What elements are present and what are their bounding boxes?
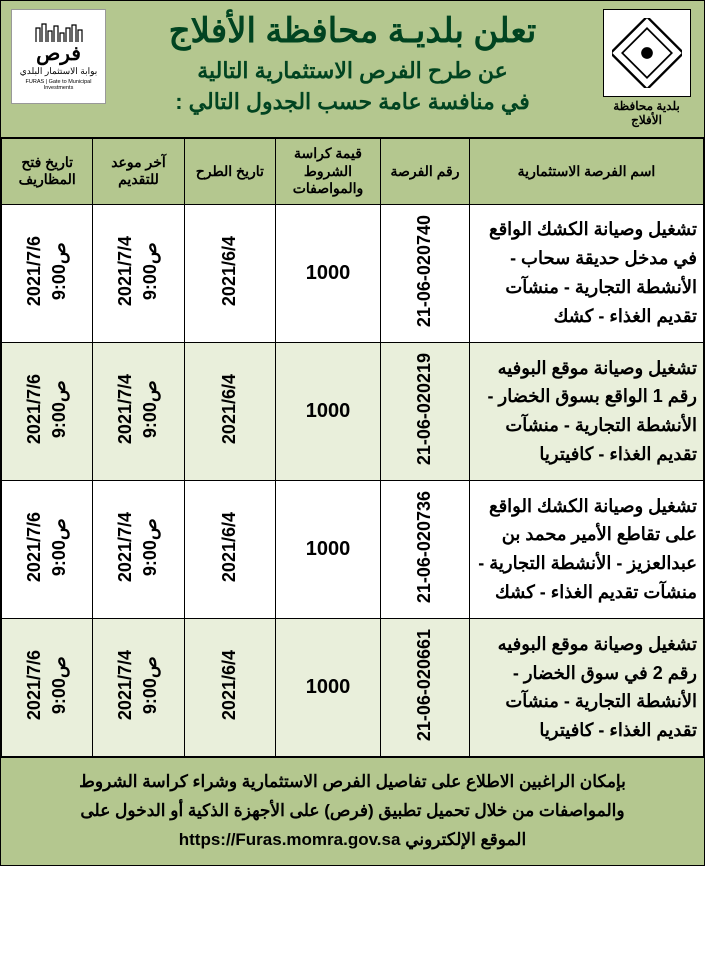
cell-opening: 2021/7/6ص9:00 xyxy=(2,618,93,756)
cell-opening: 2021/7/6ص9:00 xyxy=(2,342,93,480)
table-row: تشغيل وصيانة الكشك الواقع في مدخل حديقة … xyxy=(2,204,704,342)
cell-opportunity-name: تشغيل وصيانة الكشك الواقع في مدخل حديقة … xyxy=(470,204,704,342)
cell-issue-date: 2021/6/4 xyxy=(184,342,275,480)
header-text: تعلن بلديـة محافظة الأفلاج عن طرح الفرص … xyxy=(114,9,591,117)
cell-deadline: 2021/7/4ص9:00 xyxy=(93,204,184,342)
col-header-issue-date: تاريخ الطرح xyxy=(184,139,275,205)
col-header-number: رقم الفرصة xyxy=(380,139,469,205)
footer-line-1: بإمكان الراغبين الاطلاع على تفاصيل الفرص… xyxy=(13,768,692,797)
cell-opportunity-number: 21-06-020661 xyxy=(380,618,469,756)
table-header-row: اسم الفرصة الاستثمارية رقم الفرصة قيمة ك… xyxy=(2,139,704,205)
furas-brand-en: FURAS | Gate to Municipal Investments xyxy=(16,79,101,91)
table-row: تشغيل وصيانة موقع البوفيه رقم 1 الواقع ب… xyxy=(2,342,704,480)
table-row: تشغيل وصيانة الكشك الواقع على تقاطع الأم… xyxy=(2,480,704,618)
table-row: تشغيل وصيانة موقع البوفيه رقم 2 في سوق ا… xyxy=(2,618,704,756)
page-footer: بإمكان الراغبين الاطلاع على تفاصيل الفرص… xyxy=(1,757,704,865)
skyline-icon xyxy=(34,22,84,44)
municipality-caption: بلدية محافظة الأفلاج xyxy=(599,99,694,127)
cell-issue-date: 2021/6/4 xyxy=(184,480,275,618)
cell-deadline: 2021/7/4ص9:00 xyxy=(93,480,184,618)
cell-opportunity-number: 21-06-020736 xyxy=(380,480,469,618)
col-header-deadline: آخر موعد للتقديم xyxy=(93,139,184,205)
announcement-page: بلدية محافظة الأفلاج تعلن بلديـة محافظة … xyxy=(0,0,705,866)
furas-brand-ar: فرص xyxy=(36,44,81,64)
cell-deadline: 2021/7/4ص9:00 xyxy=(93,618,184,756)
col-header-price: قيمة كراسة الشروط والمواصفات xyxy=(275,139,380,205)
cell-price: 1000 xyxy=(275,480,380,618)
cell-deadline: 2021/7/4ص9:00 xyxy=(93,342,184,480)
cell-opening: 2021/7/6ص9:00 xyxy=(2,204,93,342)
page-title: تعلن بلديـة محافظة الأفلاج xyxy=(114,11,591,52)
cell-issue-date: 2021/6/4 xyxy=(184,204,275,342)
furas-logo: فرص بوابة الاستثمار البلدي FURAS | Gate … xyxy=(11,9,106,104)
footer-line-3-prefix: الموقع الإلكتروني xyxy=(405,830,526,849)
cell-price: 1000 xyxy=(275,204,380,342)
furas-brand-sub-ar: بوابة الاستثمار البلدي xyxy=(20,66,98,77)
footer-line-3: الموقع الإلكتروني https://Furas.momra.go… xyxy=(13,826,692,855)
col-header-name: اسم الفرصة الاستثمارية xyxy=(470,139,704,205)
cell-price: 1000 xyxy=(275,342,380,480)
footer-url: https://Furas.momra.gov.sa xyxy=(179,826,401,855)
cell-opportunity-number: 21-06-020219 xyxy=(380,342,469,480)
municipality-logo: بلدية محافظة الأفلاج xyxy=(599,9,694,127)
footer-line-2: والمواصفات من خلال تحميل تطبيق (فرص) على… xyxy=(13,797,692,826)
subtitle-2: في منافسة عامة حسب الجدول التالي : xyxy=(114,87,591,118)
cell-opening: 2021/7/6ص9:00 xyxy=(2,480,93,618)
page-header: بلدية محافظة الأفلاج تعلن بلديـة محافظة … xyxy=(1,1,704,138)
cell-opportunity-name: تشغيل وصيانة موقع البوفيه رقم 1 الواقع ب… xyxy=(470,342,704,480)
cell-issue-date: 2021/6/4 xyxy=(184,618,275,756)
opportunities-table: اسم الفرصة الاستثمارية رقم الفرصة قيمة ك… xyxy=(1,138,704,757)
col-header-opening: تاريخ فتح المظاريف xyxy=(2,139,93,205)
cell-price: 1000 xyxy=(275,618,380,756)
cell-opportunity-name: تشغيل وصيانة الكشك الواقع على تقاطع الأم… xyxy=(470,480,704,618)
emblem-icon xyxy=(603,9,691,97)
cell-opportunity-number: 21-06-020740 xyxy=(380,204,469,342)
subtitle-1: عن طرح الفرص الاستثمارية التالية xyxy=(114,56,591,87)
cell-opportunity-name: تشغيل وصيانة موقع البوفيه رقم 2 في سوق ا… xyxy=(470,618,704,756)
